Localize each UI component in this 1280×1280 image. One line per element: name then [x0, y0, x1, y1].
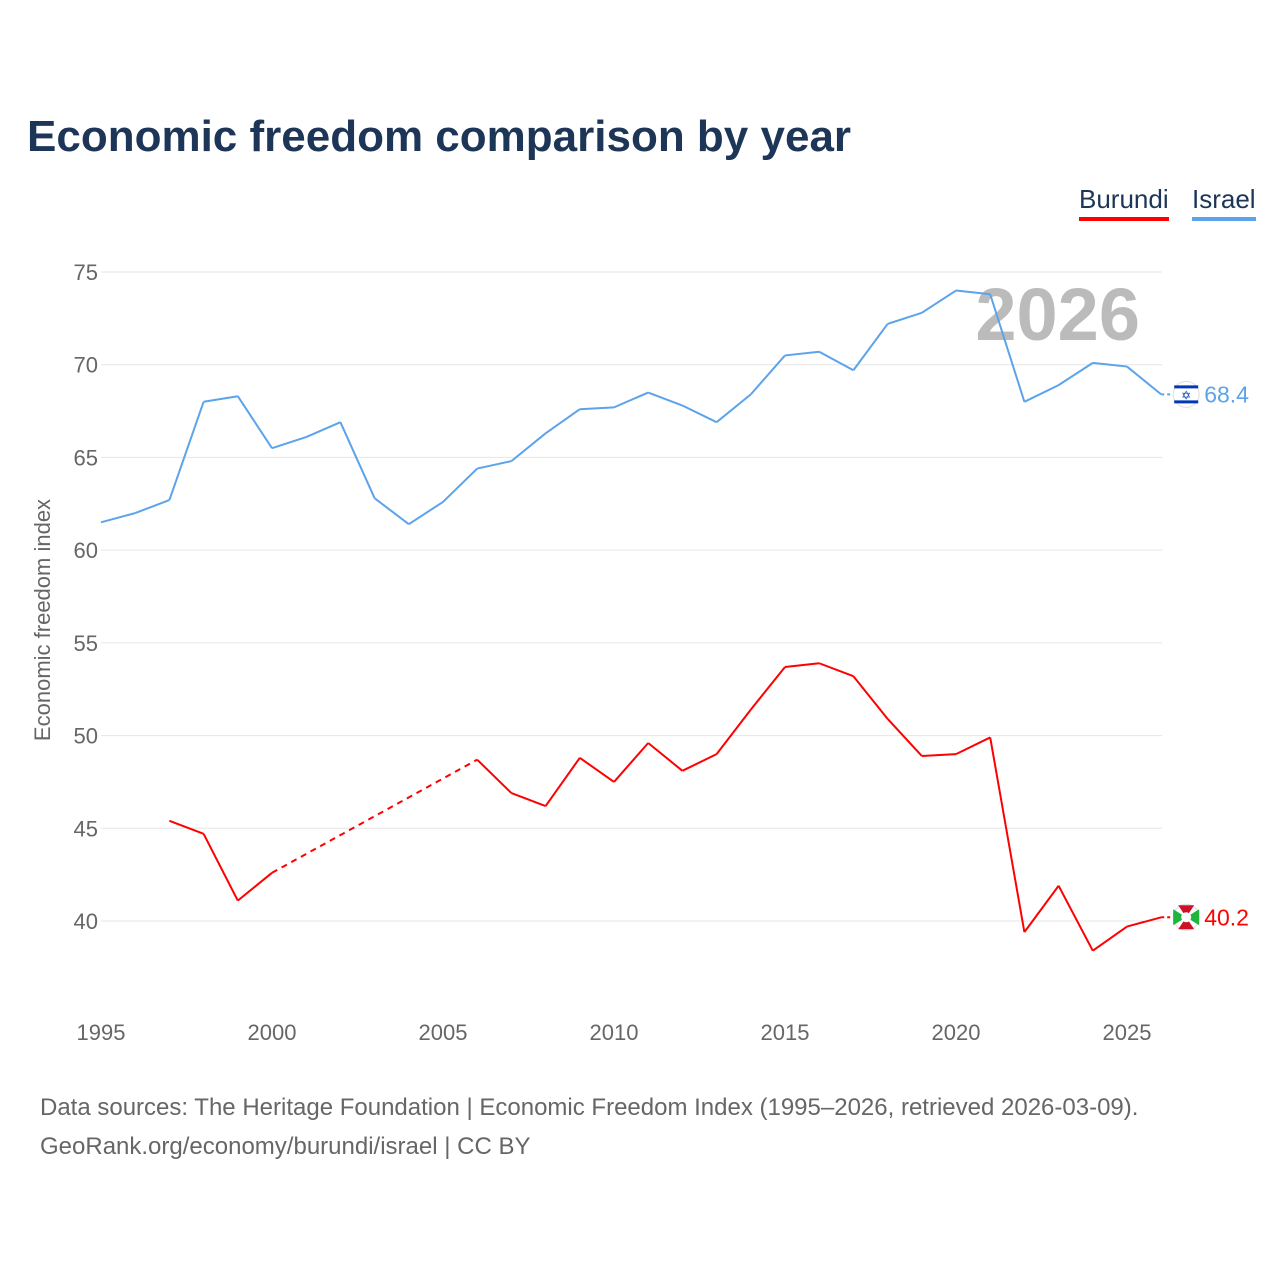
burundi-line-segment — [852, 675, 889, 720]
y-tick-label: 50 — [74, 724, 98, 749]
flag-stripe — [1174, 385, 1199, 389]
y-axis-label: Economic freedom index — [30, 499, 55, 741]
source-line-1: Data sources: The Heritage Foundation | … — [40, 1094, 1139, 1121]
flag-part — [1173, 909, 1187, 926]
x-tick-label: 2000 — [248, 1020, 297, 1045]
y-tick-label: 60 — [74, 538, 98, 563]
x-tick-label: 2010 — [590, 1020, 639, 1045]
burundi-line-segment — [202, 833, 239, 902]
year-watermark: 2026 — [975, 273, 1140, 356]
chart-title: Economic freedom comparison by year — [27, 112, 852, 161]
burundi-line-segment — [750, 666, 786, 711]
x-tick-label: 2025 — [1103, 1020, 1152, 1045]
israel-line-segment — [681, 404, 718, 424]
burundi-line-segment — [271, 758, 478, 874]
legend-burundi[interactable]: Burundi — [1079, 184, 1169, 221]
burundi-line-segment — [579, 757, 615, 783]
source-line-2: GeoRank.org/economy/burundi/israel | CC … — [40, 1133, 531, 1160]
burundi-line-segment — [169, 819, 204, 835]
burundi-line-segment — [681, 753, 718, 772]
flag-part — [1186, 909, 1200, 926]
israel-line-segment — [510, 432, 547, 462]
y-tick-label: 40 — [74, 909, 98, 934]
israel-end-label: 68.4 — [1204, 381, 1249, 407]
burundi-line-segment — [1057, 885, 1094, 952]
burundi-line-segment — [784, 662, 820, 668]
burundi-line-segment — [989, 737, 1026, 933]
israel-line-segment — [613, 391, 649, 409]
israel-line-segment — [647, 391, 683, 407]
burundi-line-segment — [921, 753, 957, 757]
israel-line-segment — [887, 311, 923, 325]
star-of-david-icon: ✡ — [1181, 388, 1191, 402]
israel-line-segment — [339, 421, 376, 499]
israel-line-segment — [134, 499, 170, 514]
flag-part — [1181, 912, 1192, 923]
israel-line-segment — [1023, 384, 1060, 403]
burundi-line-segment — [647, 742, 684, 772]
burundi-line-segment — [818, 662, 854, 678]
burundi-line-segment — [1126, 916, 1162, 928]
israel-line-segment — [271, 436, 307, 450]
burundi-line-segment — [613, 742, 649, 783]
y-tick-label: 75 — [74, 260, 98, 285]
israel-line-segment — [168, 401, 205, 501]
israel-line-segment — [203, 395, 238, 403]
israel-line-segment — [852, 323, 889, 371]
burundi-line-segment — [886, 718, 923, 757]
burundi-line-segment — [955, 736, 991, 756]
flag-part — [1178, 917, 1195, 930]
burundi-line-segment — [544, 757, 581, 807]
israel-line-segment — [784, 350, 820, 357]
israel-line-segment — [442, 467, 478, 503]
israel-line-segment — [100, 512, 136, 524]
israel-line-segment — [818, 350, 854, 372]
israel-line-segment — [921, 289, 957, 314]
israel-line-segment — [1092, 361, 1128, 368]
israel-line-segment — [545, 408, 581, 435]
burundi-line-segment — [511, 792, 546, 807]
israel-line-segment — [408, 501, 444, 526]
israel-line-segment — [989, 293, 1026, 403]
y-tick-label: 70 — [74, 353, 98, 378]
israel-line-segment — [955, 289, 991, 296]
israel-line-segment — [373, 497, 410, 525]
burundi-end-label: 40.2 — [1204, 904, 1249, 930]
israel-line-segment — [236, 395, 273, 449]
flag-part — [1178, 905, 1195, 918]
israel-line-segment — [715, 393, 752, 423]
israel-line-segment — [1126, 365, 1162, 396]
flag-stripe — [1174, 400, 1199, 404]
burundi-line-segment — [715, 709, 752, 755]
legend-israel[interactable]: Israel — [1192, 184, 1256, 221]
y-tick-label: 45 — [74, 816, 98, 841]
burundi-line-segment — [476, 758, 513, 794]
israel-line-segment — [1058, 362, 1094, 386]
burundi-line-segment — [1092, 925, 1128, 952]
y-tick-label: 65 — [74, 445, 98, 470]
israel-line-segment — [579, 406, 615, 411]
source-note: Data sources: The Heritage Foundation | … — [40, 1088, 1138, 1166]
x-tick-label: 2020 — [932, 1020, 981, 1045]
x-tick-label: 2015 — [761, 1020, 810, 1045]
x-tick-label: 2005 — [419, 1020, 468, 1045]
burundi-line-segment — [1023, 885, 1060, 933]
israel-line-segment — [305, 421, 341, 438]
y-tick-label: 55 — [74, 631, 98, 656]
israel-line-segment — [750, 354, 786, 396]
burundi-line-segment — [237, 872, 273, 902]
x-tick-label: 1995 — [77, 1020, 126, 1045]
israel-line-segment — [476, 460, 512, 470]
